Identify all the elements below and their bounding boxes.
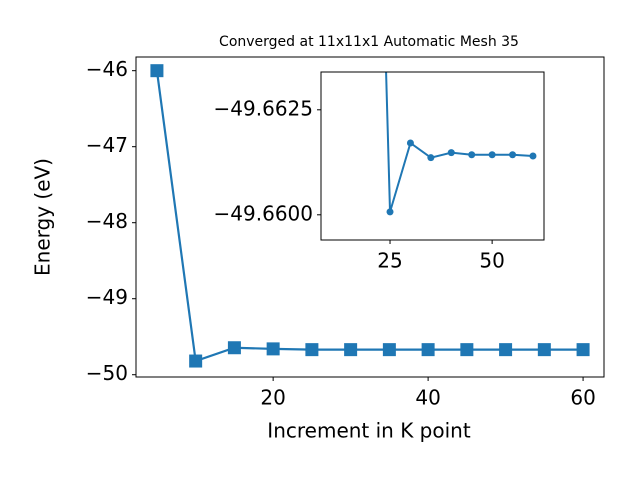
marker [382, 343, 396, 357]
marker [150, 64, 164, 78]
marker [499, 343, 513, 357]
x-tick-label: 40 [415, 386, 440, 410]
axes-frame [135, 56, 605, 378]
x-axis-label: Increment in K point [267, 419, 471, 443]
marker [447, 149, 455, 157]
x-tick-label: 60 [570, 386, 595, 410]
marker [509, 151, 517, 159]
marker [537, 343, 551, 357]
marker [406, 139, 414, 147]
marker [305, 343, 319, 357]
marker [227, 341, 241, 355]
y-tick-label: −48 [86, 209, 128, 233]
plot-area [385, 72, 537, 216]
y-tick-label: −47 [86, 133, 128, 157]
marker [189, 354, 203, 368]
marker [468, 151, 476, 159]
y-tick-label: −46 [86, 57, 128, 81]
y-tick-label: −49.6600 [214, 201, 313, 225]
chart-title: Converged at 11x11x1 Automatic Mesh 35 [219, 34, 519, 50]
x-tick-label: 50 [479, 249, 504, 273]
marker [427, 154, 435, 162]
y-tick-label: −49.6625 [214, 96, 313, 120]
marker [421, 343, 435, 357]
y-axis-label: Energy (eV) [31, 158, 55, 276]
y-tick-label: −50 [86, 361, 128, 385]
axes-frame [320, 71, 545, 241]
x-tick-label: 25 [377, 249, 402, 273]
y-tick-label: −49 [86, 285, 128, 309]
x-tick-label: 20 [260, 386, 285, 410]
marker [344, 343, 358, 357]
marker [386, 208, 394, 216]
marker [488, 151, 496, 159]
plot-area [150, 64, 590, 368]
marker [460, 343, 474, 357]
marker [529, 152, 537, 160]
marker [576, 343, 590, 357]
marker [266, 342, 280, 356]
